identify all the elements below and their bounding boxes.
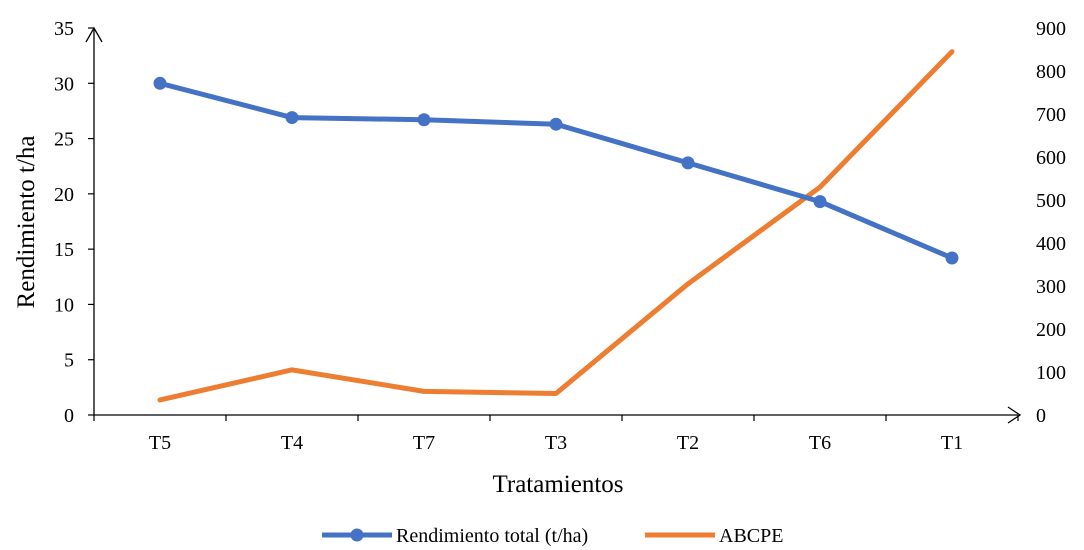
series-abcpe: [157, 49, 955, 403]
y-tick-label: 25: [54, 129, 74, 151]
y-tick-label: 15: [54, 239, 74, 261]
data-point: [945, 251, 959, 265]
x-axis-ticks: T5 T4 T7 T3 T2 T6 T1: [93, 415, 1019, 454]
x-tick-label: T2: [677, 432, 699, 454]
legend-label: ABCPE: [719, 525, 783, 547]
y2-tick-label: 700: [1036, 104, 1066, 126]
data-point: [285, 111, 299, 125]
y2-tick-label: 800: [1036, 61, 1066, 83]
y2-tick-label: 0: [1036, 405, 1046, 427]
data-point: [681, 156, 695, 170]
data-point: [417, 113, 431, 127]
y-tick-label: 10: [54, 294, 74, 316]
y2-tick-label: 400: [1036, 233, 1066, 255]
x-tick-label: T1: [941, 432, 963, 454]
data-point: [549, 117, 563, 131]
series-line: [157, 49, 955, 403]
series-layer: [153, 49, 959, 403]
y-tick-label: 0: [64, 405, 74, 427]
y2-tick-label: 100: [1036, 362, 1066, 384]
data-point: [813, 195, 827, 209]
x-axis-title: Tratamientos: [492, 471, 623, 498]
data-point: [153, 76, 167, 90]
y2-tick-label: 200: [1036, 319, 1066, 341]
axes: [85, 26, 1022, 424]
y-axis-ticks: 0 5 10 15 20 25 30 35: [54, 18, 94, 427]
x-tick-label: T5: [149, 432, 171, 454]
y-tick-label: 20: [54, 184, 74, 206]
y2-axis-ticks: 0 100 200 300 400 500 600 700 800 900: [1036, 18, 1066, 427]
y-tick-label: 5: [64, 350, 74, 372]
y-axis-title: Rendimiento t/ha: [13, 136, 40, 309]
x-axis-arrow-icon: [1007, 406, 1022, 424]
series-rendimiento: [153, 76, 959, 265]
y2-tick-label: 600: [1036, 147, 1066, 169]
x-tick-label: T4: [281, 432, 303, 454]
y-tick-label: 30: [54, 73, 74, 95]
y-tick-label: 35: [54, 18, 74, 40]
legend-label: Rendimiento total (t/ha): [396, 525, 588, 547]
y2-tick-label: 300: [1036, 276, 1066, 298]
legend: Rendimiento total (t/ha) ABCPE: [322, 525, 783, 547]
legend-marker-icon: [350, 528, 364, 542]
x-tick-label: T6: [809, 432, 831, 454]
y2-tick-label: 500: [1036, 190, 1066, 212]
y2-tick-label: 900: [1036, 18, 1066, 40]
x-tick-label: T7: [413, 432, 435, 454]
x-tick-label: T3: [545, 432, 567, 454]
